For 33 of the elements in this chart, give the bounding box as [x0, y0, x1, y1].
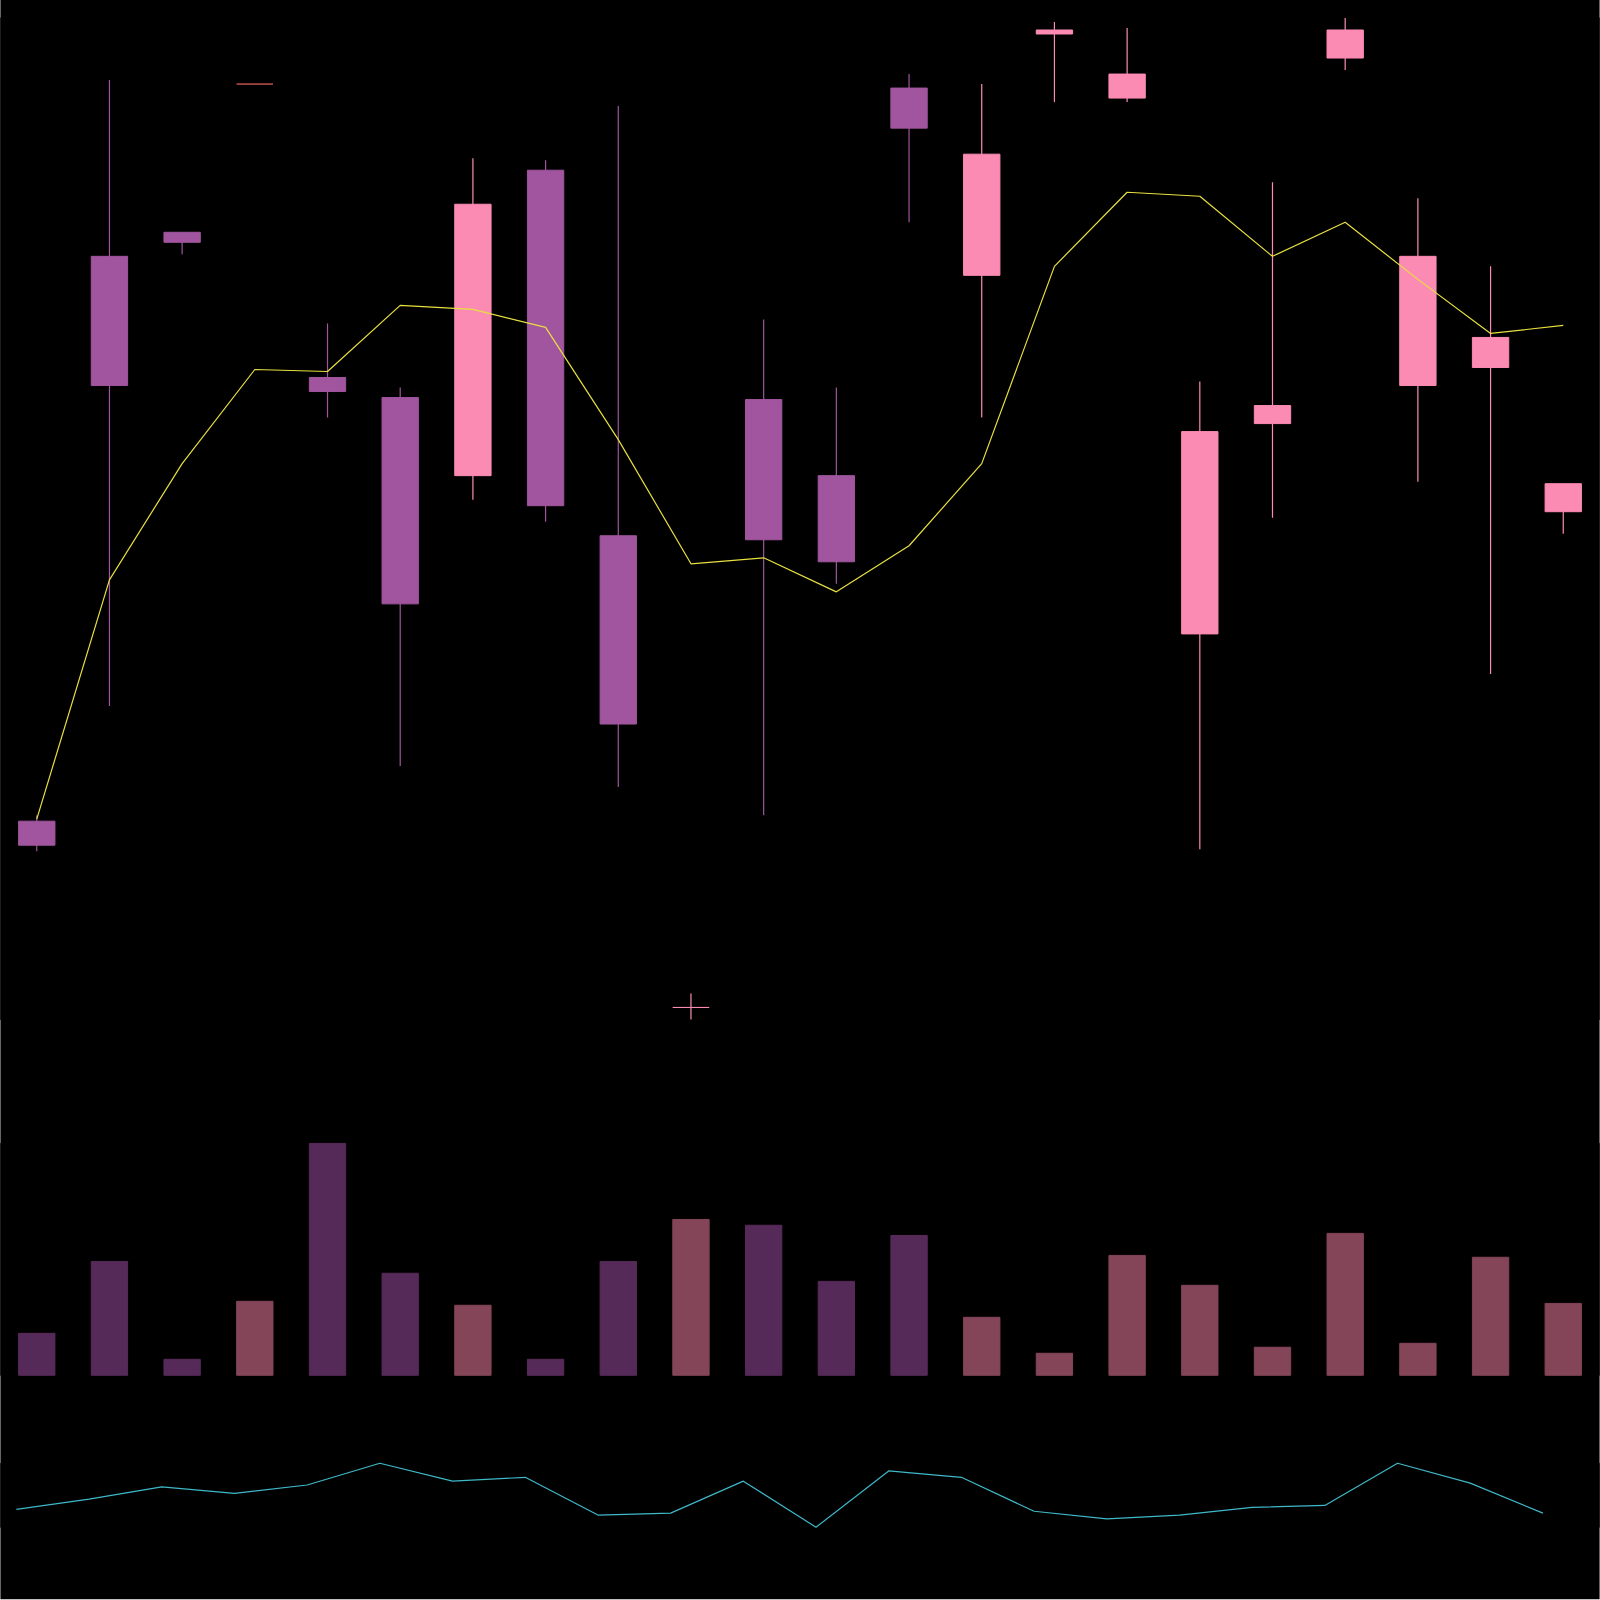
candlestick	[1253, 182, 1292, 519]
bar	[1471, 1257, 1510, 1377]
bar	[308, 1143, 347, 1377]
bar	[18, 1333, 56, 1377]
bar	[890, 1235, 928, 1377]
bar	[381, 1273, 419, 1377]
bar	[963, 1317, 1001, 1377]
candlestick	[163, 232, 201, 256]
candlestick	[18, 814, 56, 853]
bar	[599, 1261, 637, 1377]
bar	[672, 1219, 710, 1377]
bar	[526, 1359, 565, 1377]
bar	[454, 1305, 492, 1377]
bar	[1253, 1347, 1292, 1377]
candlestick	[1108, 27, 1146, 104]
bar	[1544, 1303, 1582, 1377]
candlestick	[1544, 483, 1582, 535]
bar	[1181, 1285, 1219, 1377]
candlestick	[308, 323, 347, 419]
candlestick	[1326, 17, 1364, 72]
bar	[744, 1225, 783, 1377]
candlestick	[890, 73, 928, 224]
bar	[1326, 1233, 1364, 1377]
bar	[1035, 1353, 1074, 1377]
bar	[90, 1261, 129, 1377]
bar	[236, 1301, 274, 1377]
bar	[163, 1359, 201, 1377]
bar	[1399, 1343, 1437, 1377]
candlestick	[1471, 266, 1510, 675]
candlestick	[1035, 21, 1074, 104]
bar	[817, 1281, 856, 1377]
candlestick	[672, 993, 710, 1021]
bar	[1108, 1255, 1146, 1377]
